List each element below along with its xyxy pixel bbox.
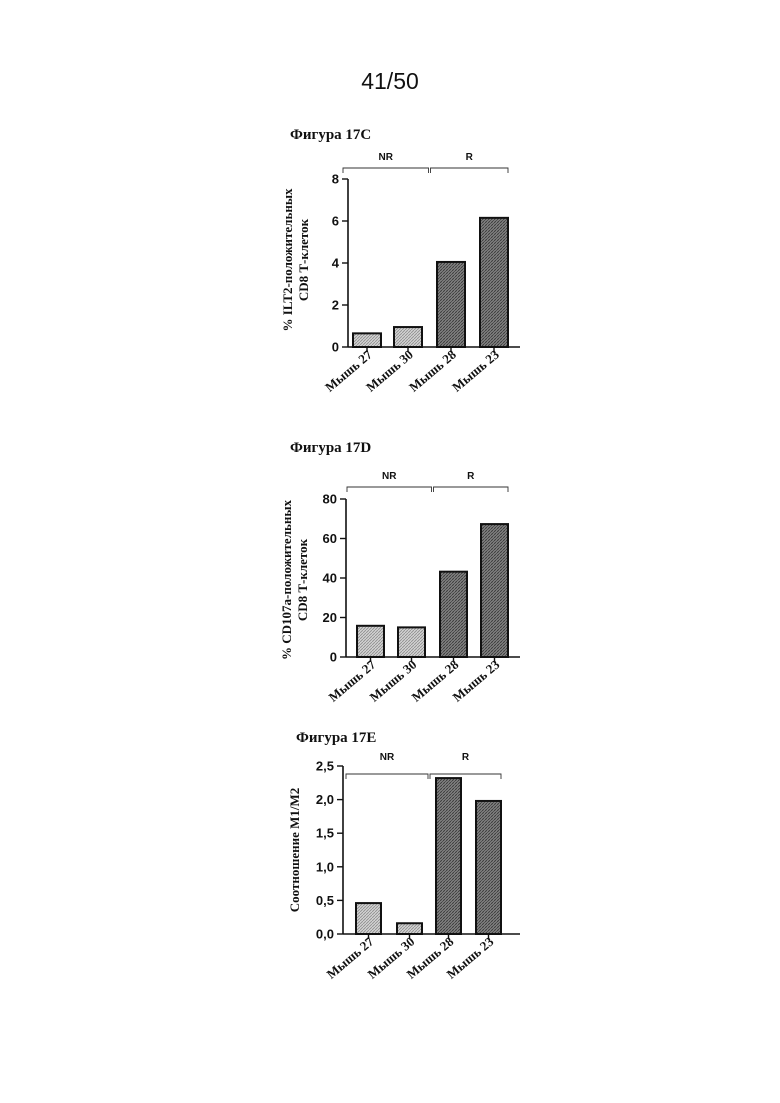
y-tick-label: 1,5 bbox=[316, 826, 334, 841]
x-tick-label: Мышь 23 bbox=[449, 346, 502, 394]
group-bracket bbox=[347, 487, 432, 492]
y-tick-label: 2,0 bbox=[316, 792, 334, 807]
y-tick-label: 4 bbox=[332, 256, 340, 271]
y-tick-label: 0,5 bbox=[316, 893, 334, 908]
bar-1 bbox=[356, 903, 381, 934]
chart-panel-3: Фигура 17E Соотношение M1/M2 0,0 0,5 1,0 1,5 2… bbox=[287, 730, 520, 982]
bar-3 bbox=[440, 572, 467, 657]
group-label: R bbox=[462, 752, 470, 763]
group-label: NR bbox=[379, 152, 394, 163]
bar-4 bbox=[476, 801, 501, 934]
y-tick-label: 0 bbox=[332, 340, 339, 355]
y-axis-label: Соотношение M1/M2 bbox=[287, 788, 302, 913]
group-bracket bbox=[434, 487, 509, 492]
y-tick-label: 6 bbox=[332, 214, 339, 229]
y-tick-label: 0,0 bbox=[316, 927, 334, 942]
group-bracket bbox=[346, 774, 428, 779]
bar-2 bbox=[394, 327, 422, 347]
group-label: NR bbox=[380, 752, 395, 763]
chart-title: Фигура 17C bbox=[290, 127, 371, 143]
bar-1 bbox=[357, 626, 384, 657]
bar-4 bbox=[481, 524, 508, 657]
y-axis-label: % CD107a-положительных bbox=[279, 499, 294, 660]
bar-2 bbox=[397, 923, 422, 934]
y-tick-label: 20 bbox=[323, 610, 337, 625]
bar-3 bbox=[437, 262, 465, 347]
y-axis-label: CD8 Т-клеток bbox=[295, 538, 310, 621]
bar-4 bbox=[480, 218, 508, 347]
chart-title: Фигура 17D bbox=[290, 440, 371, 456]
chart-title: Фигура 17E bbox=[296, 730, 376, 746]
group-bracket bbox=[343, 168, 429, 173]
group-label: R bbox=[466, 152, 474, 163]
group-label: R bbox=[467, 471, 475, 482]
bar-2 bbox=[398, 627, 425, 657]
y-tick-label: 60 bbox=[323, 531, 337, 546]
y-tick-label: 80 bbox=[323, 492, 337, 507]
y-tick-label: 2 bbox=[332, 298, 339, 313]
y-tick-label: 1,0 bbox=[316, 859, 334, 874]
group-label: NR bbox=[382, 471, 397, 482]
y-axis-label: CD8 Т-клеток bbox=[296, 218, 311, 301]
y-tick-label: 2,5 bbox=[316, 759, 334, 774]
bar-1 bbox=[353, 333, 381, 347]
group-bracket bbox=[431, 168, 509, 173]
y-tick-label: 0 bbox=[330, 650, 337, 665]
y-tick-label: 8 bbox=[332, 172, 339, 187]
y-axis-label: % ILT2-положительных bbox=[280, 188, 295, 331]
bar-3 bbox=[436, 778, 461, 934]
chart-panel-1: Фигура 17C % ILT2-положительныхCD8 Т-клет… bbox=[280, 127, 520, 395]
chart-panel-2: Фигура 17D % CD107a-положительныхCD8 Т-кл… bbox=[279, 440, 520, 705]
y-tick-label: 40 bbox=[323, 571, 337, 586]
